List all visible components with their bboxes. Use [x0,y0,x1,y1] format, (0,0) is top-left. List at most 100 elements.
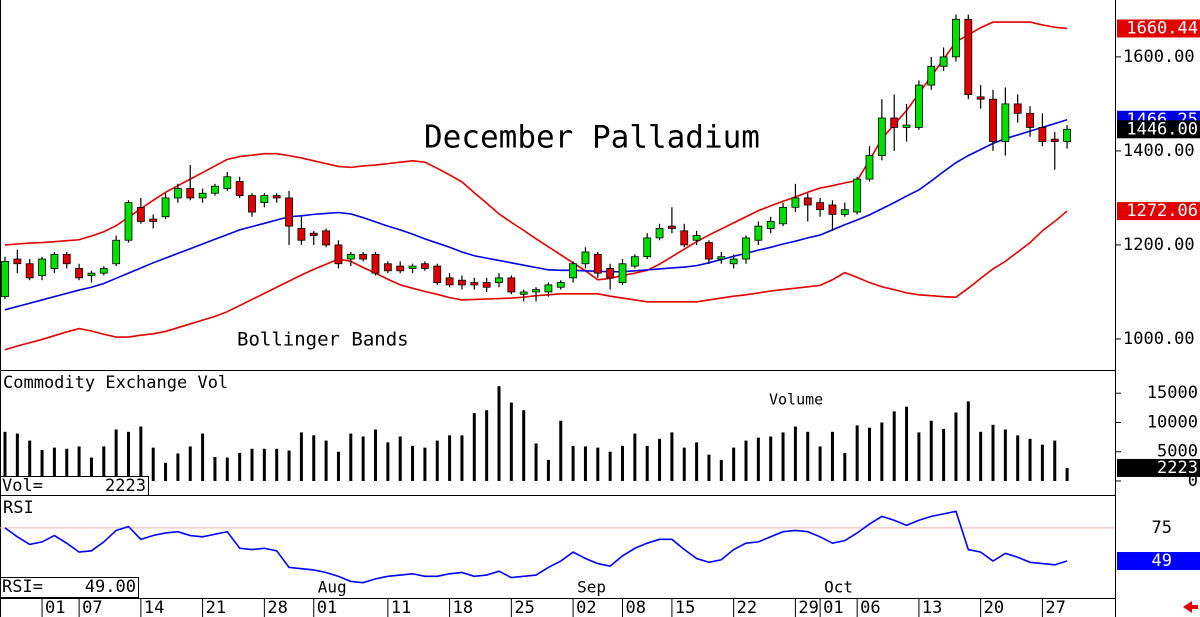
candle-body [396,265,405,272]
chart-title: December Palladium [424,120,760,156]
candle-body [865,155,874,180]
candle-body [383,263,392,272]
candle-body [976,96,985,100]
scroll-arrow[interactable] [1183,601,1198,613]
candle-body [779,206,787,225]
candle-body [87,272,96,276]
volume-bar [608,451,612,481]
volume-bar [1040,444,1044,481]
readout-value: 2223 [105,476,146,496]
candle-body [569,263,577,279]
value-badge-label: 49 [1152,551,1172,571]
x-tick-label: 28 [267,598,287,617]
volume-bar [1065,467,1069,481]
volume-bar [917,432,921,481]
candle-body [890,117,899,128]
candle-body [532,289,540,293]
volume-bar [275,448,279,481]
readout-box [0,476,149,496]
candle-body [877,117,886,157]
candle-body [408,265,417,269]
month-label: Sep [577,578,606,597]
volume-bar [262,448,266,481]
y-tick-label: 0 [1188,471,1198,491]
candle-body [223,176,232,189]
candle-body [593,253,602,274]
y-tick-label: 1000.00 [1123,329,1195,349]
volume-bar [225,457,229,481]
candle-body [915,84,923,128]
volume-bar [583,446,587,481]
candle-body [668,225,676,229]
y-tick-label: 5000 [1157,442,1198,462]
candle-body [272,195,281,199]
candle-body [75,268,83,279]
volume-bar [905,406,909,481]
volume-bar [979,431,983,481]
candle-body [235,181,244,196]
volume-bar [151,447,155,481]
candle-body [989,98,997,142]
candle-body [99,268,108,274]
candle-body [285,197,293,227]
candle-body [112,239,121,265]
candle-body [334,244,343,265]
x-tick-label: 01 [45,598,65,617]
candle-body [198,192,207,199]
candle-body [371,253,380,274]
panel-title: Commodity Exchange Vol [3,373,228,393]
candle-body [161,197,170,218]
candle-body [173,188,182,199]
volume-bar [52,447,56,481]
volume-bar [472,413,476,481]
volume-bar [127,431,130,481]
volume-bar [361,436,365,481]
band-line [4,21,1068,281]
volume-bar [645,445,649,481]
volume-bar [596,447,600,481]
volume-bar [312,435,316,481]
x-tick-label: 13 [922,598,942,617]
x-tick-label: 20 [984,598,1004,617]
volume-bar [497,386,501,481]
candle-body [38,258,46,276]
volume-bar [509,402,513,481]
candle-body [618,263,627,283]
volume-bar [423,447,427,481]
volume-bar [830,431,834,481]
value-badge-label: 1446.00 [1126,119,1198,139]
volume-bar [818,446,822,481]
volume-bar [929,420,933,481]
candle-body [853,178,862,213]
volume-bar [954,412,958,481]
candle-body [927,65,936,86]
volume-bar [448,435,452,481]
candle-body [346,253,355,260]
candle-body [581,251,590,265]
volume-bar [670,432,674,481]
candle-body [495,277,503,283]
candle-body [840,209,849,215]
candle-body [1063,128,1071,142]
candle-body [1001,103,1010,142]
volume-bar [386,442,390,481]
value-badge [1117,458,1200,477]
volume-bar [868,427,871,481]
volume-bar [336,451,340,481]
value-badge [1117,202,1200,221]
x-tick-label: 27 [1045,598,1065,617]
candle-body [939,56,948,67]
candle-body [297,228,306,241]
volume-bar [15,433,19,481]
volume-bar [324,440,328,481]
volume-bar [991,424,995,481]
volume-bar [571,445,575,481]
candle-body [1038,127,1047,142]
candle-body [791,197,800,208]
volume-bar [806,431,810,481]
volume-bar [682,447,686,481]
candle-body [482,282,491,288]
candle-body [470,282,479,286]
